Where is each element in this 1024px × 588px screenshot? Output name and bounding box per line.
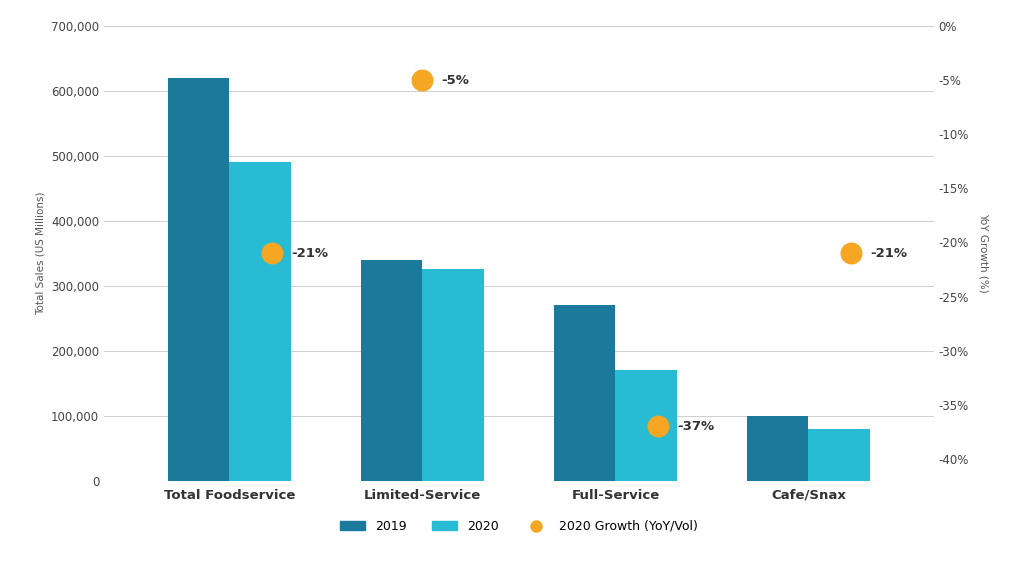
Point xyxy=(264,249,281,258)
Bar xyxy=(360,260,423,480)
Text: -5%: -5% xyxy=(441,74,470,86)
Text: -21%: -21% xyxy=(291,247,329,260)
Bar xyxy=(229,162,291,480)
Text: -21%: -21% xyxy=(870,247,907,260)
Bar xyxy=(423,269,484,480)
Legend: 2019, 2020, 2020 Growth (YoY/Vol): 2019, 2020, 2020 Growth (YoY/Vol) xyxy=(335,515,702,538)
Y-axis label: Total Sales (US Millions): Total Sales (US Millions) xyxy=(36,192,45,315)
Bar xyxy=(168,78,229,480)
Y-axis label: YoY Growth (%): YoY Growth (%) xyxy=(979,213,988,293)
Point xyxy=(415,75,431,85)
Text: -37%: -37% xyxy=(677,420,715,433)
Bar xyxy=(808,429,870,480)
Point xyxy=(843,249,859,258)
Point xyxy=(649,422,666,431)
Bar xyxy=(746,416,808,480)
Bar xyxy=(554,305,615,480)
Bar xyxy=(615,370,677,480)
